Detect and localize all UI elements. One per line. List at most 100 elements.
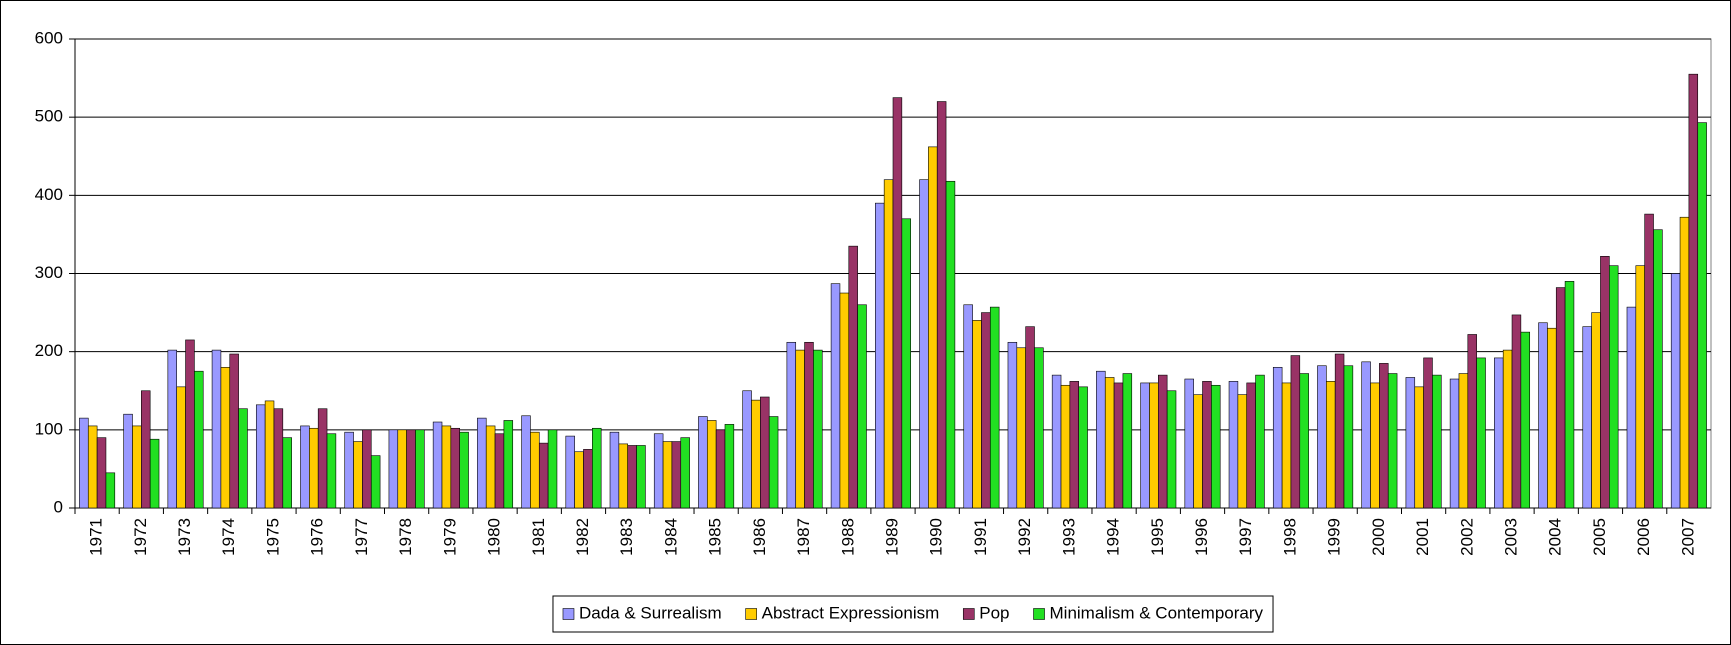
x-tick-label: 2000 <box>1369 518 1388 556</box>
bar <box>1140 382 1150 509</box>
bar <box>1653 229 1663 509</box>
x-tick-label: 1983 <box>617 518 636 556</box>
legend-box <box>552 595 1274 633</box>
x-tick-label: 1991 <box>971 518 990 556</box>
bar <box>875 202 885 509</box>
bar <box>547 429 558 509</box>
bar <box>1016 347 1026 509</box>
bar <box>1449 378 1460 509</box>
bar <box>919 179 929 509</box>
x-tick-label: 1981 <box>529 518 548 556</box>
legend-label: Dada & Surrealism <box>579 603 722 622</box>
bar <box>698 416 708 509</box>
legend-label: Pop <box>979 603 1009 622</box>
x-tick-label: 2001 <box>1413 518 1432 556</box>
x-tick-label: 1979 <box>440 518 459 556</box>
bar <box>1555 287 1566 509</box>
bar <box>981 312 991 509</box>
x-tick-label: 2005 <box>1590 518 1609 556</box>
x-tick-label: 1988 <box>838 518 857 556</box>
bar <box>1494 357 1504 509</box>
bar <box>1237 394 1248 509</box>
bar <box>1538 322 1548 509</box>
bar <box>662 441 673 509</box>
bar <box>618 443 629 509</box>
bar <box>1591 312 1601 509</box>
bar <box>1166 390 1177 509</box>
x-tick-label: 1974 <box>219 518 238 556</box>
y-tick-label: 500 <box>35 107 63 126</box>
bar <box>1184 378 1194 509</box>
bar <box>1317 365 1327 509</box>
bar <box>406 429 416 509</box>
bar <box>238 408 248 509</box>
bar <box>149 438 160 509</box>
bar <box>229 353 239 509</box>
legend-label: Abstract Expressionism <box>762 603 940 622</box>
bar <box>1688 73 1699 509</box>
x-tick-label: 1982 <box>573 518 592 556</box>
x-tick-label: 1978 <box>396 518 415 556</box>
bar <box>680 437 690 509</box>
x-tick-label: 2003 <box>1502 518 1521 556</box>
bar <box>1326 381 1336 509</box>
bar <box>883 179 894 509</box>
bar <box>627 445 637 509</box>
bar <box>724 424 735 509</box>
bar <box>1697 122 1707 509</box>
bar <box>1078 386 1088 509</box>
bar <box>1113 382 1124 509</box>
x-tick-label: 2006 <box>1634 518 1653 556</box>
bar <box>1600 256 1610 509</box>
bar <box>132 425 142 509</box>
bar <box>813 349 823 509</box>
bar <box>963 304 973 509</box>
bar <box>1405 377 1416 509</box>
bar <box>1157 374 1168 509</box>
bar <box>432 421 443 509</box>
bar <box>1122 373 1133 509</box>
bar <box>1547 327 1557 509</box>
bar <box>804 341 814 509</box>
bar <box>477 417 487 509</box>
bar <box>87 425 98 509</box>
bar <box>79 417 89 509</box>
bar <box>857 304 867 509</box>
bar <box>415 429 425 509</box>
bar <box>521 415 531 509</box>
bar <box>989 306 1000 509</box>
y-tick-label: 600 <box>35 28 63 47</box>
bar <box>1423 357 1433 509</box>
bar <box>1679 216 1690 509</box>
bar <box>901 218 911 509</box>
bar <box>1007 341 1018 509</box>
bar <box>715 429 726 509</box>
x-tick-label: 2002 <box>1457 518 1476 556</box>
bar <box>211 349 222 509</box>
bar <box>450 427 460 509</box>
x-tick-label: 1984 <box>661 518 680 556</box>
x-tick-label: 2004 <box>1546 518 1565 556</box>
bar <box>751 399 761 509</box>
bar <box>459 431 469 509</box>
bar <box>1051 374 1062 509</box>
y-tick-label: 0 <box>54 497 63 516</box>
bar <box>1635 265 1645 509</box>
legend-swatch <box>962 608 975 620</box>
bar <box>1299 373 1309 509</box>
bar <box>538 442 549 509</box>
bar <box>1096 370 1106 509</box>
bar <box>167 349 177 509</box>
x-tick-label: 1995 <box>1148 518 1167 556</box>
bar <box>839 292 850 509</box>
bar <box>1334 353 1345 509</box>
x-tick-label: 2007 <box>1678 518 1697 556</box>
bar <box>1626 306 1637 509</box>
bar <box>945 180 956 509</box>
bar <box>123 413 133 509</box>
bar <box>1104 377 1115 509</box>
x-tick-label: 1980 <box>485 518 504 556</box>
x-tick-label: 1987 <box>794 518 813 556</box>
bar <box>1432 374 1442 509</box>
bar <box>706 420 717 509</box>
